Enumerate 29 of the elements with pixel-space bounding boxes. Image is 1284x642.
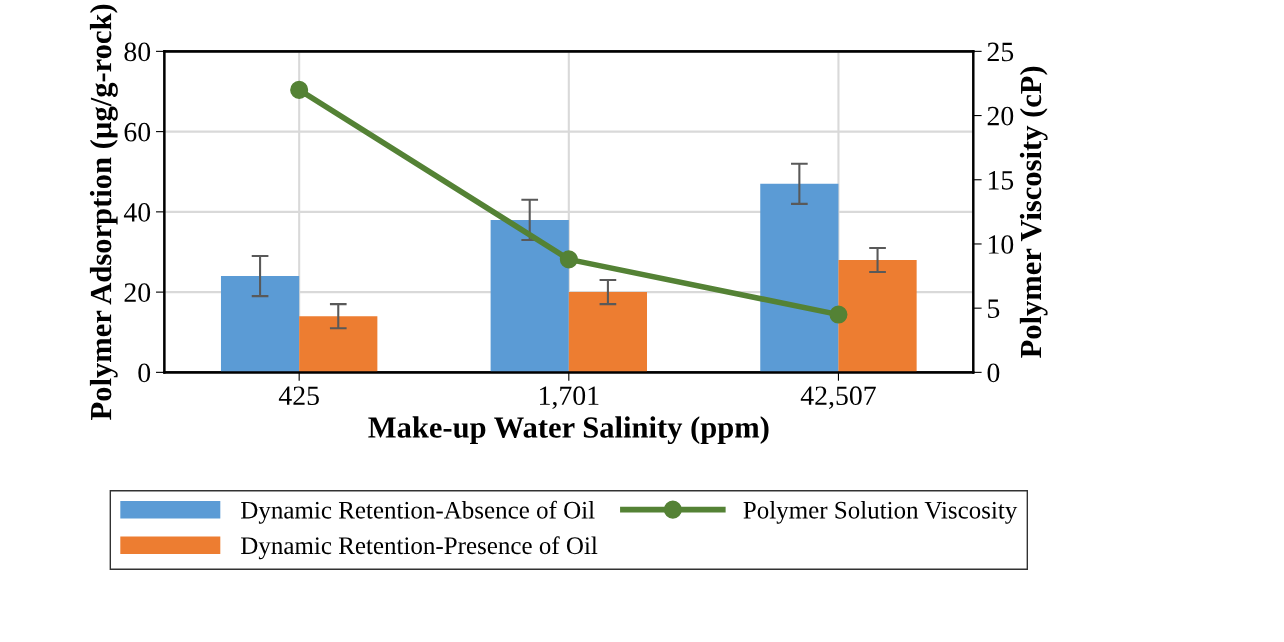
legend-label: Dynamic Retention-Presence of Oil bbox=[241, 536, 598, 560]
bar bbox=[760, 183, 839, 373]
y2-tick-label: 5 bbox=[988, 299, 1000, 319]
y-tick-label: 20 bbox=[124, 283, 151, 303]
y2-tick-label: 20 bbox=[987, 106, 1014, 126]
y-tick-label: 0 bbox=[138, 363, 151, 383]
x-axis-title: Make-up Water Salinity (ppm) bbox=[368, 416, 769, 445]
y2-tick-label: 0 bbox=[987, 363, 1000, 383]
bar bbox=[299, 316, 378, 373]
x-tick-label: 425 bbox=[278, 386, 319, 406]
bar bbox=[568, 292, 648, 373]
x-tick-label: 42,507 bbox=[800, 386, 876, 410]
point bbox=[559, 250, 578, 269]
point bbox=[290, 80, 309, 99]
legend-label: Dynamic Retention-Absence of Oil bbox=[241, 500, 595, 524]
point bbox=[829, 305, 848, 324]
y-tick-label: 60 bbox=[124, 122, 151, 142]
y-axis-title: Polymer Adsorption (µg/g-rock) bbox=[89, 4, 118, 420]
y2-tick-label: 25 bbox=[987, 42, 1014, 62]
y2-tick-label: 10 bbox=[988, 235, 1014, 254]
y-tick-label: 80 bbox=[124, 42, 151, 62]
y2-tick-label: 15 bbox=[988, 171, 1014, 190]
y2-axis-title: Polymer Viscosity (cP) bbox=[1019, 66, 1048, 358]
bar bbox=[220, 276, 300, 373]
x-tick-label: 1,701 bbox=[540, 386, 599, 410]
y-tick-label: 40 bbox=[123, 203, 151, 222]
bar bbox=[838, 260, 917, 373]
bar bbox=[490, 219, 569, 373]
legend-label: Polymer Solution Viscosity bbox=[743, 501, 1018, 524]
